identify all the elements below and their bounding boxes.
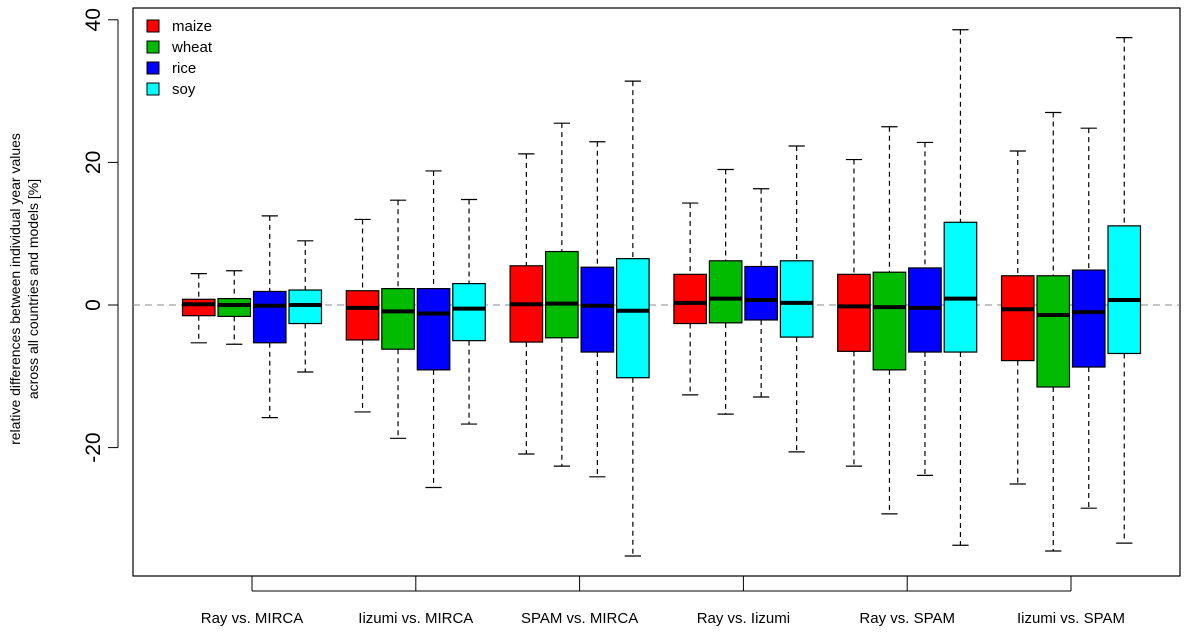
x-tick-label: Ray vs. MIRCA: [201, 610, 304, 627]
legend: maize wheat rice soy: [146, 18, 213, 98]
box-soy-4: [779, 145, 814, 453]
box-soy-1: [288, 240, 323, 373]
box-soy-2: [452, 198, 486, 425]
legend-swatch-wheat: [146, 40, 160, 54]
box-wheat-4: [708, 168, 743, 415]
box-body: [615, 258, 650, 379]
plot-area: [132, 7, 1181, 577]
box-rice-5: [908, 141, 942, 477]
legend-swatch-soy: [146, 82, 160, 96]
legend-label-wheat: wheat: [171, 39, 213, 56]
box-body: [252, 290, 287, 344]
box-soy-5: [943, 29, 978, 546]
box-wheat-3: [544, 122, 579, 467]
y-tick-label: 0: [82, 299, 105, 311]
x-tick-label: Ray vs. Iizumi: [697, 610, 790, 627]
box-maize-2: [345, 218, 380, 413]
box-body: [744, 265, 779, 321]
box-body: [908, 267, 942, 353]
box-body: [580, 266, 615, 353]
box-body: [416, 288, 451, 371]
box-rice-4: [744, 188, 779, 398]
y-axis-label-line-1: relative differences between individual …: [7, 133, 23, 445]
box-maize-6: [1000, 150, 1035, 485]
box-body: [1036, 275, 1071, 388]
box-maize-4: [673, 202, 708, 396]
box-body: [708, 260, 743, 324]
y-tick-label: -20: [82, 432, 105, 462]
legend-label-soy: soy: [172, 81, 196, 98]
box-body: [181, 298, 216, 317]
y-axis-label: relative differences between individual …: [7, 133, 41, 445]
box-rice-3: [580, 141, 615, 478]
legend-label-maize: maize: [172, 18, 212, 35]
box-wheat-2: [381, 199, 415, 439]
x-tick-label: Iizumi vs. MIRCA: [358, 610, 473, 627]
legend-swatch-rice: [146, 61, 160, 75]
box-body: [779, 260, 814, 338]
box-soy-6: [1107, 37, 1142, 544]
box-rice-2: [416, 170, 451, 489]
y-tick-label: 40: [82, 8, 105, 31]
box-maize-5: [837, 158, 871, 467]
y-axis-label-line-2: across all countries and models [%]: [25, 179, 41, 399]
box-body: [1071, 269, 1106, 368]
box-body: [452, 283, 486, 342]
box-maize-3: [509, 153, 544, 455]
box-body: [217, 297, 252, 318]
box-wheat-5: [872, 126, 907, 515]
x-tick-label: Ray vs. SPAM: [859, 610, 955, 627]
y-axis: -20 0 20 40: [82, 8, 119, 463]
box-soy-3: [615, 80, 650, 557]
box-wheat-1: [217, 270, 252, 345]
x-tick-label: SPAM vs. MIRCA: [521, 610, 638, 627]
box-body: [345, 290, 380, 341]
legend-swatch-maize: [146, 19, 160, 33]
box-body: [1000, 275, 1035, 362]
box-body: [673, 273, 708, 325]
box-rice-1: [252, 215, 287, 419]
x-axis: Ray vs. MIRCA Iizumi vs. MIRCA SPAM vs. MI…: [201, 576, 1125, 627]
plot-frame: [132, 7, 1181, 577]
box-body: [1107, 225, 1142, 355]
box-body: [381, 288, 415, 350]
box-rice-6: [1071, 127, 1106, 509]
x-tick-label: Iizumi vs. SPAM: [1017, 610, 1125, 627]
box-body: [943, 221, 978, 353]
box-body: [544, 250, 579, 339]
box-body: [837, 273, 871, 352]
y-tick-label: 20: [82, 151, 105, 174]
legend-label-rice: rice: [172, 60, 196, 77]
box-wheat-6: [1036, 111, 1071, 552]
box-body: [872, 271, 907, 371]
box-maize-1: [181, 273, 216, 344]
